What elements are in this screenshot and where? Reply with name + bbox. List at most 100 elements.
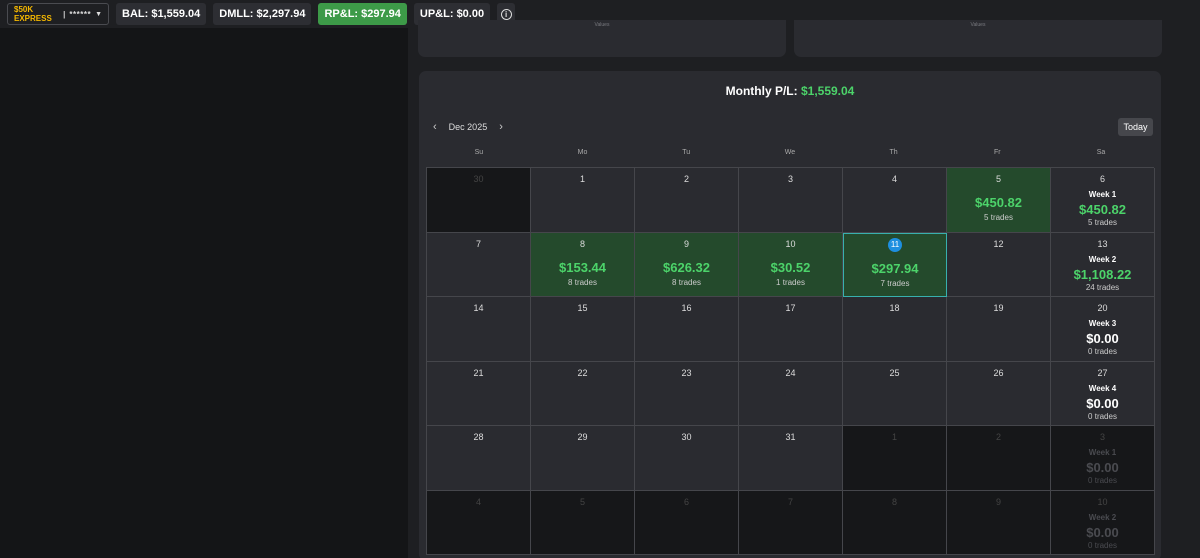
day-number: 22	[577, 367, 588, 378]
day-trades: 8 trades	[672, 277, 701, 287]
day-of-week-row: Su Mo Tu We Th Fr Sa	[427, 149, 1153, 156]
realized-pl-chip: RP&L: $297.94	[318, 3, 407, 25]
week-trades: 0 trades	[1088, 476, 1117, 485]
week-trades: 24 trades	[1085, 282, 1120, 292]
calendar-day-cell[interactable]: 31	[739, 426, 843, 491]
calendar-day-cell[interactable]: 26	[947, 361, 1051, 426]
day-number: 14	[473, 303, 484, 313]
calendar-day-cell[interactable]: 1	[843, 426, 947, 491]
chevron-down-icon: ▼	[95, 10, 102, 18]
info-icon: i	[500, 8, 512, 20]
week-label: Week 1	[1088, 448, 1117, 457]
day-number: 8	[891, 496, 897, 507]
calendar-day-cell[interactable]: 7	[739, 490, 843, 555]
day-number: 23	[681, 367, 692, 378]
calendar-day-cell[interactable]: 19	[947, 297, 1051, 362]
week-pl: $1,108.22	[1073, 266, 1132, 282]
week-label: Week 3	[1088, 319, 1117, 328]
top-bar: $50K EXPRESS | ****** ▼ BAL: $1,559.04 D…	[0, 0, 1200, 28]
calendar-day-cell[interactable]: 18	[843, 297, 947, 362]
calendar-day-cell[interactable]: 1	[531, 168, 635, 233]
day-number: 30	[473, 174, 484, 184]
account-name: $50K EXPRESS	[14, 5, 52, 23]
week-summary-cell[interactable]: 3 Week 1 $0.00 0 trades	[1051, 426, 1155, 491]
day-number: 1	[579, 174, 585, 184]
day-number: 9	[683, 238, 689, 249]
calendar-day-cell[interactable]: 25	[843, 361, 947, 426]
week-pl: $450.82	[1079, 202, 1126, 217]
day-number: 19	[993, 303, 1004, 313]
day-number: 18	[889, 303, 900, 313]
day-number: 9	[995, 496, 1001, 507]
next-month-icon[interactable]: ›	[499, 121, 503, 133]
calendar-day-cell[interactable]: 28	[427, 426, 531, 491]
calendar-day-cell[interactable]: 11 $297.94 7 trades	[843, 232, 947, 297]
unrealized-pl-chip: UP&L: $0.00	[413, 3, 491, 25]
week-summary-cell[interactable]: 13 Week 2 $1,108.22 24 trades	[1051, 232, 1155, 297]
calendar-day-cell[interactable]: 21	[427, 361, 531, 426]
day-pl: $450.82	[975, 195, 1022, 210]
calendar-day-cell[interactable]: 8	[843, 490, 947, 555]
day-number: 30	[681, 432, 692, 442]
balance-chip: BAL: $1,559.04	[116, 3, 207, 25]
calendar-day-cell[interactable]: 6	[635, 490, 739, 555]
day-of-week-label: We	[784, 149, 796, 156]
calendar-day-cell[interactable]: 29	[531, 426, 635, 491]
week-summary-cell[interactable]: 6 Week 1 $450.82 5 trades	[1051, 168, 1155, 233]
calendar-day-cell[interactable]: 22	[531, 361, 635, 426]
calendar-day-cell[interactable]: 4	[427, 490, 531, 555]
week-trades: 0 trades	[1088, 347, 1117, 356]
day-number: 4	[891, 174, 897, 184]
calendar-day-cell[interactable]: 30	[427, 168, 531, 233]
calendar-day-cell[interactable]: 30	[635, 426, 739, 491]
calendar-day-cell[interactable]: 7	[427, 232, 531, 297]
calendar-day-cell[interactable]: 5	[531, 490, 635, 555]
calendar-day-cell[interactable]: 17	[739, 297, 843, 362]
calendar-day-cell[interactable]: 24	[739, 361, 843, 426]
day-pl: $626.32	[663, 259, 710, 275]
week-pl: $0.00	[1086, 395, 1119, 411]
today-button[interactable]: Today	[1118, 118, 1153, 136]
week-summary-cell[interactable]: 27 Week 4 $0.00 0 trades	[1051, 361, 1155, 426]
day-number: 13	[1097, 238, 1108, 249]
calendar-day-cell[interactable]: 14	[427, 297, 531, 362]
calendar-day-cell[interactable]: 9	[947, 490, 1051, 555]
day-trades: 1 trades	[776, 277, 805, 287]
calendar-day-cell[interactable]: 23	[635, 361, 739, 426]
day-number: 31	[785, 432, 796, 442]
day-number: 8	[579, 238, 585, 249]
week-summary-cell[interactable]: 10 Week 2 $0.00 0 trades	[1051, 490, 1155, 555]
prev-month-icon[interactable]: ‹	[433, 121, 437, 133]
calendar-day-cell[interactable]: 16	[635, 297, 739, 362]
day-number: 5	[579, 496, 585, 507]
calendar-day-cell[interactable]: 2	[947, 426, 1051, 491]
calendar-day-cell[interactable]: 2	[635, 168, 739, 233]
day-of-week-label: Su	[474, 149, 484, 156]
month-label: Dec 2025	[448, 122, 488, 132]
calendar-day-cell[interactable]: 4	[843, 168, 947, 233]
calendar-day-cell[interactable]: 12	[947, 232, 1051, 297]
dmll-chip: DMLL: $2,297.94	[213, 3, 312, 25]
day-number: 10	[785, 238, 796, 249]
week-trades: 5 trades	[1088, 218, 1117, 227]
monthly-pl: Monthly P/L: $1,559.04	[419, 84, 1161, 98]
calendar-day-cell[interactable]: 5 $450.82 5 trades	[947, 168, 1051, 233]
day-number: 15	[577, 303, 588, 313]
day-number: 29	[577, 432, 588, 442]
calendar-day-cell[interactable]: 15	[531, 297, 635, 362]
day-number: 27	[1097, 367, 1108, 378]
calendar-day-cell[interactable]: 10 $30.52 1 trades	[739, 232, 843, 297]
day-number: 4	[475, 496, 481, 507]
account-select[interactable]: $50K EXPRESS | ****** ▼	[7, 3, 109, 25]
day-pl: $153.44	[559, 259, 606, 275]
day-number: 3	[787, 174, 793, 184]
day-number: 6	[1099, 174, 1105, 184]
calendar-day-cell[interactable]: 9 $626.32 8 trades	[635, 232, 739, 297]
calendar-day-cell[interactable]: 3	[739, 168, 843, 233]
account-separator: |	[63, 9, 66, 19]
week-summary-cell[interactable]: 20 Week 3 $0.00 0 trades	[1051, 297, 1155, 362]
day-of-week-label: Th	[889, 149, 898, 156]
day-number: 10	[1097, 496, 1108, 507]
info-button[interactable]: i	[497, 3, 516, 25]
calendar-day-cell[interactable]: 8 $153.44 8 trades	[531, 232, 635, 297]
